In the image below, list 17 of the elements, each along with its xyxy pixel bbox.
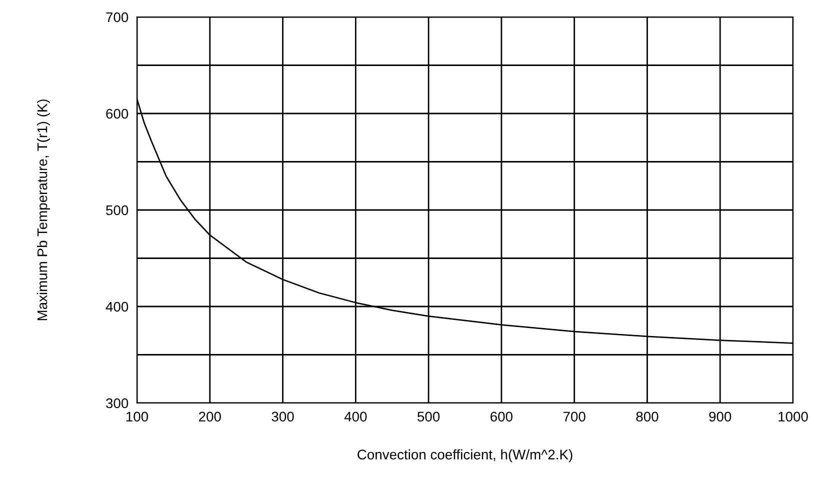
x-tick-label: 700 — [563, 412, 586, 422]
x-tick-label: 800 — [636, 412, 658, 422]
y-tick-label: 600 — [106, 108, 128, 119]
x-axis-title: Convection coefficient, h(W/m^2.K) — [358, 449, 572, 462]
y-tick-label: 400 — [106, 302, 128, 312]
x-tick-label: 600 — [490, 412, 512, 422]
x-tick-label: 200 — [199, 412, 221, 422]
y-tick-label: 500 — [106, 205, 128, 216]
x-tick-label: 100 — [126, 412, 148, 422]
x-tick-label: 400 — [344, 412, 367, 422]
y-axis-title: Maximum Pb Temperature, T(r1) (K) — [36, 100, 50, 320]
x-tick-label: 300 — [272, 412, 294, 422]
x-tick-label: 900 — [709, 412, 732, 422]
y-tick-label: 300 — [106, 398, 128, 408]
x-tick-label: 500 — [418, 412, 440, 422]
x-tick-label: 1000 — [778, 412, 808, 422]
y-tick-label: 700 — [106, 12, 128, 22]
